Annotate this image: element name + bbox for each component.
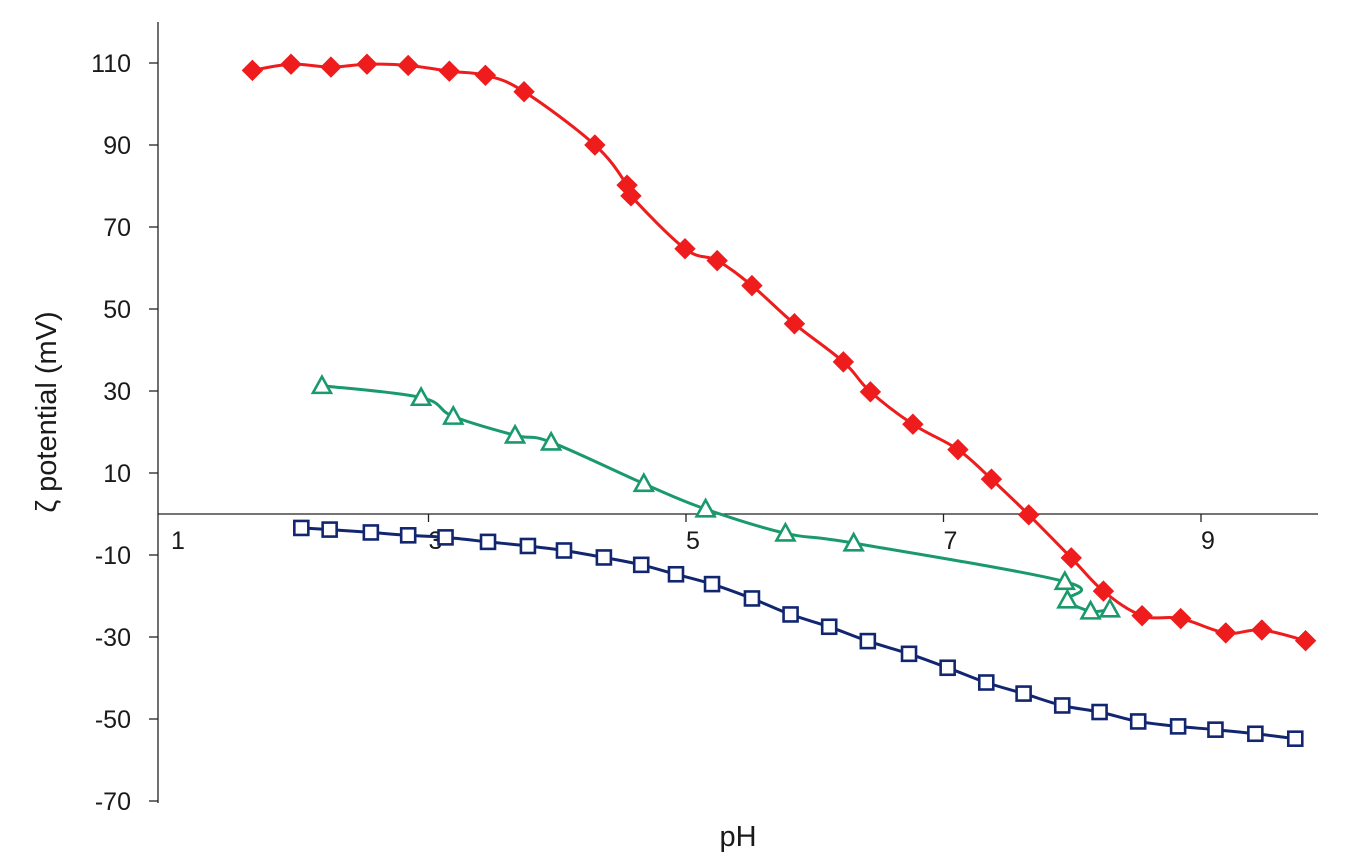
data-point-square <box>667 565 685 583</box>
data-point-diamond <box>513 80 535 103</box>
data-point-triangle <box>503 423 527 444</box>
data-point-diamond <box>1294 629 1317 652</box>
data-point-square <box>399 527 417 544</box>
data-point-diamond <box>584 134 606 156</box>
data-point-square <box>1247 725 1264 743</box>
series-line <box>252 62 1306 643</box>
data-point-diamond <box>1251 619 1273 641</box>
data-point-triangle <box>409 385 433 407</box>
data-point-diamond <box>783 313 806 335</box>
data-point-diamond <box>241 59 264 82</box>
data-point-square <box>437 529 454 546</box>
data-point-diamond <box>980 468 1003 490</box>
data-point-diamond <box>1169 607 1192 630</box>
data-point-square <box>479 533 497 551</box>
data-point-triangle <box>1056 588 1079 609</box>
data-point-square <box>293 519 310 537</box>
data-point-diamond <box>741 274 763 297</box>
data-point-triangle <box>632 471 656 493</box>
x-tick-label: 9 <box>1201 527 1215 555</box>
data-point-diamond <box>320 56 342 78</box>
data-point-diamond <box>620 185 642 207</box>
data-point-square <box>595 549 613 566</box>
data-point-diamond <box>280 53 302 75</box>
data-point-diamond <box>474 64 497 87</box>
data-point-triangle <box>442 404 465 425</box>
data-point-diamond <box>1092 580 1115 602</box>
data-point-square <box>859 632 877 650</box>
y-tick-label: 90 <box>103 132 131 160</box>
data-point-square <box>1015 685 1032 702</box>
y-tick-label: -50 <box>95 706 131 734</box>
data-point-diamond <box>674 238 696 260</box>
data-point-square <box>743 590 761 607</box>
y-axis-title: ζ potential (mV) <box>31 311 63 512</box>
data-point-square <box>1053 697 1071 714</box>
y-tick-label: 30 <box>103 378 131 406</box>
data-point-square <box>555 542 573 559</box>
data-point-diamond <box>832 351 855 373</box>
data-point-square <box>1129 713 1147 730</box>
y-tick-label: -30 <box>95 624 131 652</box>
data-point-square <box>977 674 995 691</box>
x-tick-label: 7 <box>944 527 958 555</box>
data-point-diamond <box>1131 604 1153 627</box>
data-point-diamond <box>1060 547 1082 569</box>
x-tick-label: 1 <box>171 527 185 555</box>
data-point-triangle <box>1079 599 1102 620</box>
data-point-diamond <box>859 381 882 403</box>
series-2 <box>310 373 1122 620</box>
data-point-square <box>900 645 918 663</box>
data-point-square <box>820 618 838 636</box>
y-tick-label: -70 <box>95 788 131 816</box>
data-point-diamond <box>902 413 924 435</box>
data-point-triangle <box>1098 597 1122 618</box>
data-point-triangle <box>694 497 717 518</box>
data-point-square <box>362 524 380 541</box>
data-point-square <box>703 575 721 593</box>
data-point-square <box>1286 730 1304 747</box>
data-point-diamond <box>438 60 461 82</box>
data-point-diamond <box>706 249 728 272</box>
data-point-triangle <box>539 430 563 451</box>
y-tick-label: 70 <box>103 214 131 242</box>
data-point-diamond <box>1215 622 1237 644</box>
series-1 <box>241 53 1317 652</box>
data-point-square <box>1091 703 1108 721</box>
data-point-square <box>1169 718 1187 735</box>
data-point-diamond <box>1018 504 1040 526</box>
series-layer <box>241 53 1317 747</box>
data-point-square <box>939 659 956 677</box>
x-axis-title: pH <box>719 821 756 853</box>
data-point-triangle <box>310 373 334 395</box>
data-point-square <box>632 556 650 574</box>
data-point-square <box>1207 721 1224 738</box>
data-point-diamond <box>397 54 419 77</box>
series-3 <box>293 519 1304 747</box>
data-point-triangle <box>1053 569 1077 591</box>
y-tick-label: 110 <box>91 50 131 78</box>
data-point-diamond <box>356 53 378 75</box>
y-tick-label: -10 <box>95 542 131 570</box>
y-tick-label: 50 <box>103 296 131 324</box>
data-point-square <box>782 606 799 623</box>
data-point-triangle <box>774 521 797 542</box>
y-ticks: 110 90 70 50 30 10 -10 -30 -50 -70 <box>91 50 158 816</box>
y-tick-label: 10 <box>103 460 131 488</box>
data-point-square <box>321 521 338 538</box>
x-tick-label: 5 <box>686 527 700 555</box>
data-point-triangle <box>842 531 865 552</box>
series-line <box>301 526 1296 741</box>
data-point-diamond <box>947 438 969 461</box>
data-point-square <box>519 537 537 555</box>
